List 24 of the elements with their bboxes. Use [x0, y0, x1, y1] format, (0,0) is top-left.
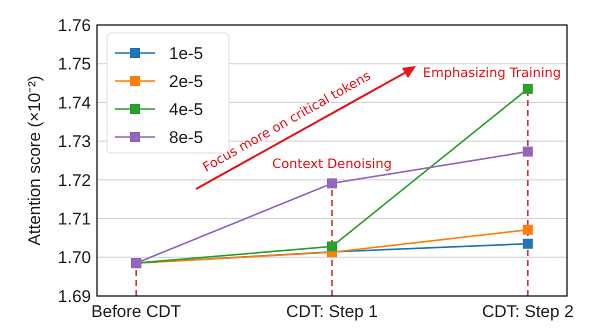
y-tick-label: 1.72: [58, 170, 91, 190]
y-axis-title: Attention score (×10⁻²): [25, 76, 44, 246]
point: [522, 224, 533, 235]
legend-label: 1e-5: [169, 44, 204, 63]
point: [327, 178, 337, 188]
legend-label: 8e-5: [169, 128, 204, 147]
y-tick-label: 1.71: [58, 210, 91, 229]
x-tick-label: CDT: Step 2: [482, 302, 574, 321]
annotation: Context Denoising: [272, 157, 392, 172]
point: [522, 238, 533, 249]
legend-label: 4e-5: [169, 100, 204, 119]
annotation: Emphasizing Training: [422, 66, 561, 81]
y-tick-label: 1.69: [58, 286, 91, 306]
y-tick-label: 1.76: [58, 16, 91, 35]
x-tick-label: Before CDT: [91, 302, 182, 321]
point: [522, 84, 533, 94]
legend-label: 2e-5: [169, 72, 204, 91]
point: [522, 146, 533, 157]
y-tick-label: 1.73: [58, 132, 91, 152]
point: [327, 241, 337, 252]
y-tick-label: 1.74: [58, 93, 91, 112]
y-tick-label: 1.75: [58, 54, 91, 74]
x-tick-label: CDT: Step 1: [286, 302, 378, 321]
y-tick-label: 1.70: [58, 248, 91, 268]
